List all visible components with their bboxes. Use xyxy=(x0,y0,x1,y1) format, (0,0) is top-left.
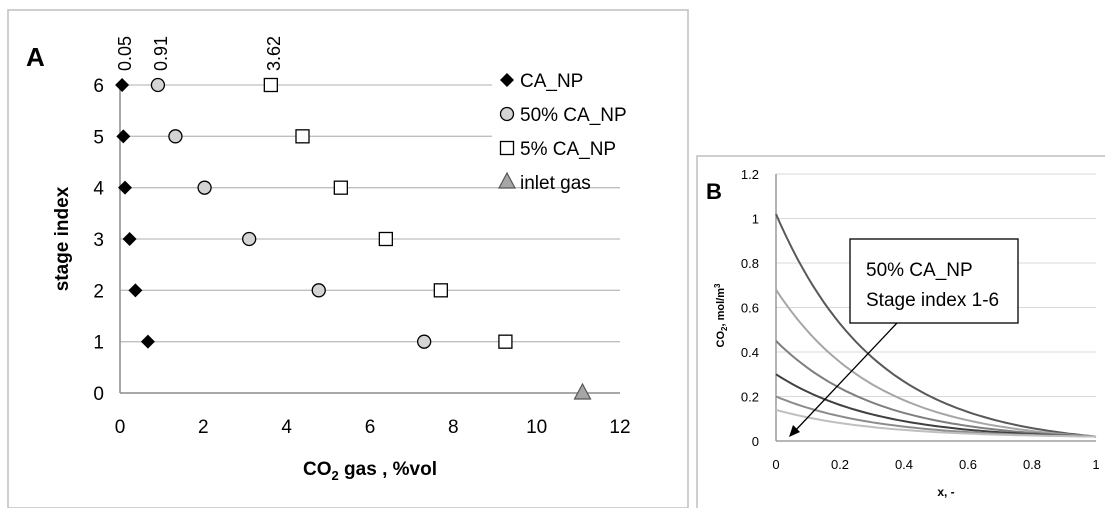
chart-b: 0 0.2 0.4 0.6 0.8 1 1.2 0 0.2 0.4 0.6 0.8 1 x, - CO2, … xyxy=(713,167,1100,499)
x-tick-label: 1 xyxy=(1092,457,1099,472)
value-annotation: 0.91 xyxy=(151,36,171,71)
x-tick-label: 10 xyxy=(526,417,547,438)
x-tick-label: 0 xyxy=(115,417,126,438)
x-tick-label: 12 xyxy=(609,417,630,438)
inlet-gas-marker xyxy=(573,382,592,400)
ca-np-marker xyxy=(118,180,132,195)
5-ca-np-marker xyxy=(378,231,393,247)
ca-np-marker xyxy=(115,78,130,92)
50-ca-np-marker xyxy=(197,180,212,195)
y-tick-label: 4 xyxy=(93,179,104,200)
panel-b-frame xyxy=(696,155,1105,508)
y-tick-label: 1 xyxy=(93,333,104,354)
x-tick-label: 0.8 xyxy=(1023,457,1041,472)
annotation-line-1: 50% CA_NP xyxy=(866,260,973,281)
y-tick-label: 0.8 xyxy=(741,256,759,271)
legend-label: 5% CA_NP xyxy=(520,139,616,160)
5-ca-np-marker xyxy=(295,129,310,144)
50-ca-np-marker xyxy=(499,106,515,122)
annotation-line-2: Stage index 1-6 xyxy=(866,290,999,311)
stage-curve xyxy=(775,289,1097,438)
panel-a-frame xyxy=(7,9,689,508)
y-tick-label: 3 xyxy=(93,230,104,251)
y-axis-label: CO2, mol/m3 xyxy=(713,283,729,347)
inlet-gas-marker xyxy=(498,171,516,189)
annotation-box xyxy=(849,238,1019,324)
annotation-arrow xyxy=(793,322,898,433)
x-axis-label: x, - xyxy=(937,485,954,499)
panel-a-label: A xyxy=(26,42,45,72)
x-tick-label: 0.2 xyxy=(831,457,849,472)
5-ca-np-marker xyxy=(499,140,515,156)
y-tick-label: 0.4 xyxy=(741,345,759,360)
value-annotation: 3.62 xyxy=(264,36,284,71)
annotation-arrowhead xyxy=(789,425,800,437)
50-ca-np-marker xyxy=(242,231,257,247)
ca-np-marker xyxy=(122,232,137,246)
x-tick-label: 8 xyxy=(448,417,459,438)
y-tick-label: 0.6 xyxy=(741,301,759,316)
50-ca-np-marker xyxy=(150,77,166,93)
50-ca-np-marker xyxy=(168,129,183,144)
y-tick-label: 1 xyxy=(752,212,759,227)
stage-curve xyxy=(775,408,1097,438)
y-tick-label: 5 xyxy=(93,127,104,148)
value-annotation: 0.05 xyxy=(115,36,135,71)
ca-np-marker xyxy=(116,129,131,144)
y-tick-label: 2 xyxy=(93,281,104,302)
x-tick-label: 4 xyxy=(281,417,292,438)
ca-np-marker xyxy=(128,283,143,298)
y-tick-label: 0.2 xyxy=(741,390,759,405)
ca-np-marker xyxy=(140,334,155,349)
y-tick-label: 0 xyxy=(752,434,759,449)
x-tick-label: 2 xyxy=(198,417,209,438)
5-ca-np-marker xyxy=(433,283,448,298)
legend-label: inlet gas xyxy=(520,173,591,194)
x-tick-label: 0 xyxy=(772,457,779,472)
panel-b-label: B xyxy=(706,179,722,204)
x-tick-label: 6 xyxy=(365,417,376,438)
x-tick-label: 0.4 xyxy=(895,457,913,472)
legend-label: 50% CA_NP xyxy=(520,105,627,126)
5-ca-np-marker xyxy=(333,180,348,195)
y-tick-label: 1.2 xyxy=(741,167,759,182)
50-ca-np-marker xyxy=(311,283,326,298)
x-tick-label: 0.6 xyxy=(959,457,977,472)
ca-np-marker xyxy=(500,73,514,87)
5-ca-np-marker xyxy=(263,77,278,93)
y-axis-label: stage index xyxy=(52,186,73,291)
stage-curve xyxy=(775,213,1097,438)
y-tick-label: 0 xyxy=(93,384,104,405)
50-ca-np-marker xyxy=(417,334,432,349)
x-axis-label: CO2 gas , %vol xyxy=(303,459,437,483)
5-ca-np-marker xyxy=(498,334,513,349)
legend-label: CA_NP xyxy=(520,71,583,92)
y-tick-label: 6 xyxy=(93,76,104,97)
